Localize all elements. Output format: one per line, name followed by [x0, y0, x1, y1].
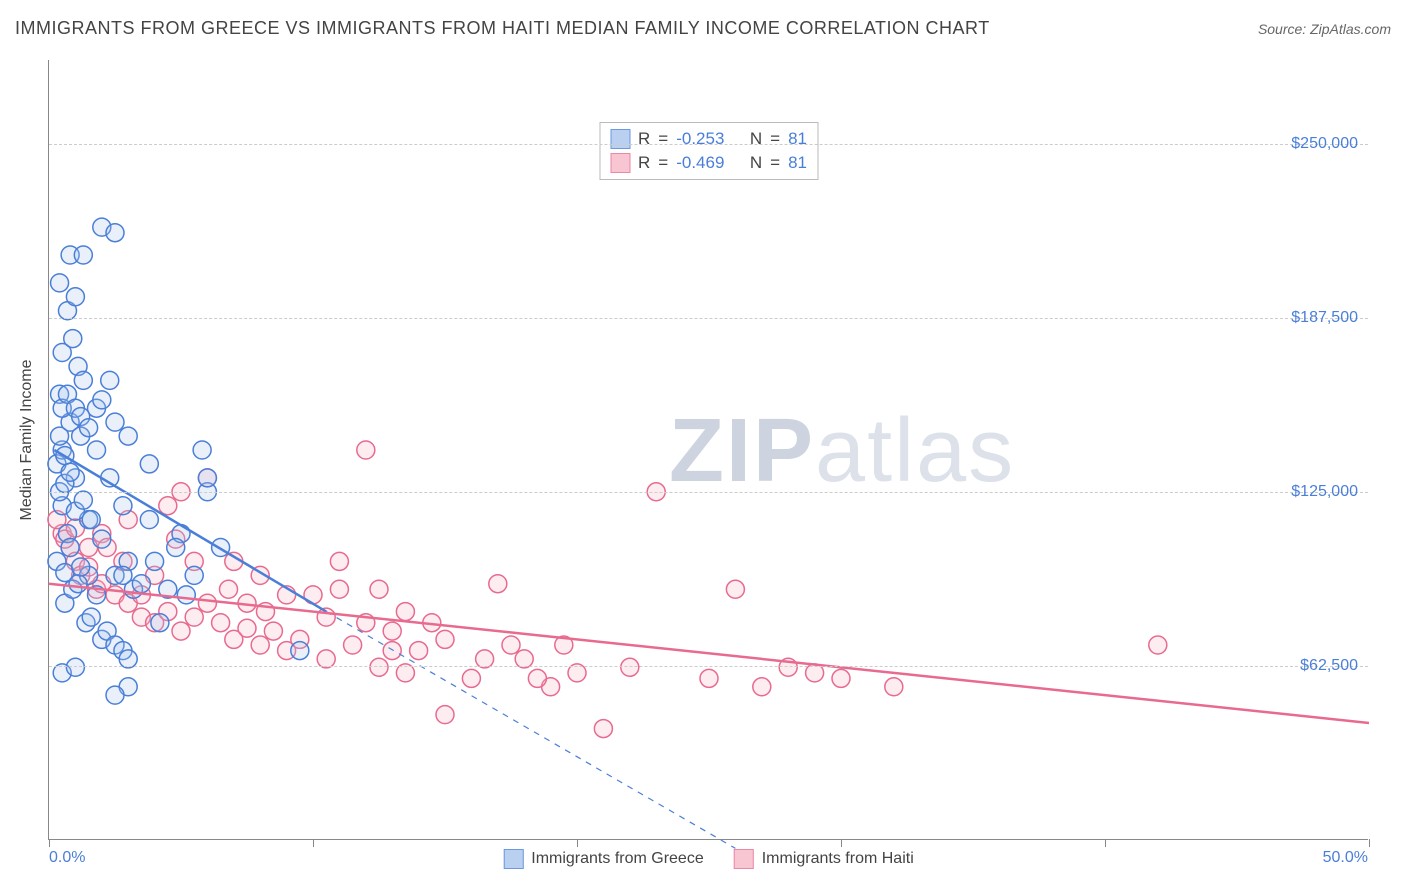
y-tick-label: $250,000 — [1291, 135, 1358, 153]
r-value-haiti: -0.469 — [676, 153, 724, 173]
swatch-greece-icon — [503, 849, 523, 869]
swatch-haiti-icon — [610, 153, 630, 173]
y-tick-label: $125,000 — [1291, 483, 1358, 501]
stats-legend-box: R = -0.253 N = 81 R = -0.469 N = 81 — [599, 122, 818, 180]
x-tick — [49, 839, 50, 847]
x-tick — [841, 839, 842, 847]
n-value-haiti: 81 — [788, 153, 807, 173]
eq-sign: = — [770, 153, 780, 173]
r-label: R — [638, 129, 650, 149]
legend-item-haiti: Immigrants from Haiti — [734, 849, 914, 869]
x-tick — [1369, 839, 1370, 847]
n-label: N — [750, 129, 762, 149]
legend-label-greece: Immigrants from Greece — [531, 850, 703, 868]
x-tick — [1105, 839, 1106, 847]
swatch-haiti-icon — [734, 849, 754, 869]
eq-sign: = — [770, 129, 780, 149]
x-tick — [313, 839, 314, 847]
r-label: R — [638, 153, 650, 173]
gridline — [49, 144, 1368, 145]
stats-row-haiti: R = -0.469 N = 81 — [610, 151, 807, 175]
y-tick-label: $62,500 — [1300, 657, 1358, 675]
y-tick-label: $187,500 — [1291, 309, 1358, 327]
legend-label-haiti: Immigrants from Haiti — [762, 850, 914, 868]
source-label: Source: — [1258, 21, 1310, 37]
legend-item-greece: Immigrants from Greece — [503, 849, 703, 869]
bottom-legend: Immigrants from Greece Immigrants from H… — [503, 849, 914, 869]
gridline — [49, 666, 1368, 667]
r-value-greece: -0.253 — [676, 129, 724, 149]
stats-row-greece: R = -0.253 N = 81 — [610, 127, 807, 151]
y-axis-label: Median Family Income — [18, 360, 36, 521]
x-max-label: 50.0% — [1323, 849, 1368, 867]
chart-title: IMMIGRANTS FROM GREECE VS IMMIGRANTS FRO… — [15, 18, 990, 39]
n-value-greece: 81 — [788, 129, 807, 149]
x-tick — [577, 839, 578, 847]
plot-area: ZIPatlas R = -0.253 N = 81 R = -0.469 N … — [48, 60, 1368, 840]
gridline — [49, 492, 1368, 493]
swatch-greece-icon — [610, 129, 630, 149]
n-label: N — [750, 153, 762, 173]
eq-sign: = — [658, 129, 668, 149]
eq-sign: = — [658, 153, 668, 173]
gridline — [49, 318, 1368, 319]
x-min-label: 0.0% — [49, 849, 85, 867]
source-attribution: Source: ZipAtlas.com — [1258, 21, 1391, 37]
source-name: ZipAtlas.com — [1310, 21, 1391, 37]
